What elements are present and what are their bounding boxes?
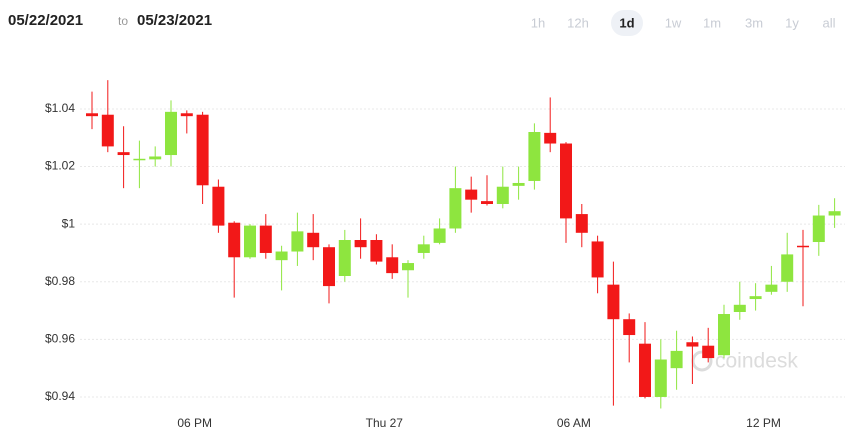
candle-body (512, 182, 525, 186)
candle-body (544, 132, 557, 144)
range-button[interactable]: 1m (703, 15, 721, 30)
candle-body (828, 211, 841, 216)
candle-body (654, 359, 667, 397)
y-tick-label: $0.98 (45, 274, 75, 288)
range-button[interactable]: 3m (745, 15, 763, 30)
candle-body (417, 244, 430, 253)
candle-body (386, 257, 399, 274)
candle-body (575, 214, 588, 233)
candle-body (196, 114, 209, 186)
candle-body (481, 201, 493, 204)
y-tick-label: $0.96 (45, 332, 75, 346)
candle-body (101, 114, 114, 147)
candle-body (86, 113, 98, 117)
candle-body (338, 240, 351, 276)
candle-body (244, 225, 256, 258)
range-button[interactable]: 1d (619, 15, 634, 30)
candle-body (623, 319, 636, 336)
x-tick-label: 06 PM (177, 416, 212, 430)
range-button[interactable]: 1w (665, 15, 682, 30)
range-button[interactable]: all (822, 15, 835, 30)
candle-body (781, 254, 794, 282)
candle-body (797, 245, 809, 248)
range-button[interactable]: 1h (531, 15, 545, 30)
x-tick-label: 06 AM (557, 416, 591, 430)
candle-body (528, 132, 541, 181)
candle-body (686, 342, 699, 347)
range-highlight (611, 10, 643, 36)
date-separator: to (118, 14, 128, 28)
candle-body (402, 263, 414, 271)
to-date: 05/23/2021 (137, 12, 212, 29)
watermark: coindesk (691, 350, 798, 373)
watermark-logo (691, 350, 713, 372)
candle-body (812, 215, 825, 243)
candle-body (165, 111, 177, 156)
candle-body (149, 156, 162, 160)
candle-body (607, 284, 620, 320)
candle-body (718, 314, 730, 356)
y-tick-label: $1 (62, 216, 76, 230)
candle-body (639, 343, 651, 397)
candle-body (307, 232, 320, 248)
watermark-text: coindesk (715, 350, 798, 373)
candle-body (496, 186, 509, 204)
candle-body (433, 228, 446, 243)
y-tick-label: $1.04 (45, 101, 75, 115)
candle-body (702, 345, 715, 359)
candle-body (117, 152, 130, 156)
range-button[interactable]: 1y (785, 15, 799, 30)
range-button[interactable]: 12h (567, 15, 589, 30)
candle-body (670, 350, 683, 369)
candle-body (228, 222, 241, 258)
candle-body (449, 188, 462, 229)
candle-body (560, 143, 572, 219)
x-tick-label: 12 PM (746, 416, 781, 430)
candle-body (291, 231, 304, 252)
from-date: 05/22/2021 (8, 12, 83, 29)
candle-body (212, 186, 225, 226)
x-tick-label: Thu 27 (366, 416, 404, 430)
candle-body (765, 284, 778, 292)
candle-body (259, 225, 272, 253)
candle-body (465, 189, 478, 200)
candle-body (733, 304, 746, 312)
candle-body (133, 158, 146, 161)
candle-body (275, 251, 288, 261)
y-tick-label: $0.94 (45, 389, 75, 403)
candle-body (354, 240, 367, 248)
candle-body (591, 241, 604, 278)
y-tick-label: $1.02 (45, 159, 75, 173)
candle-body (749, 296, 762, 300)
candle-body (180, 113, 193, 117)
candle-body (370, 240, 383, 262)
candle-body (323, 247, 335, 287)
